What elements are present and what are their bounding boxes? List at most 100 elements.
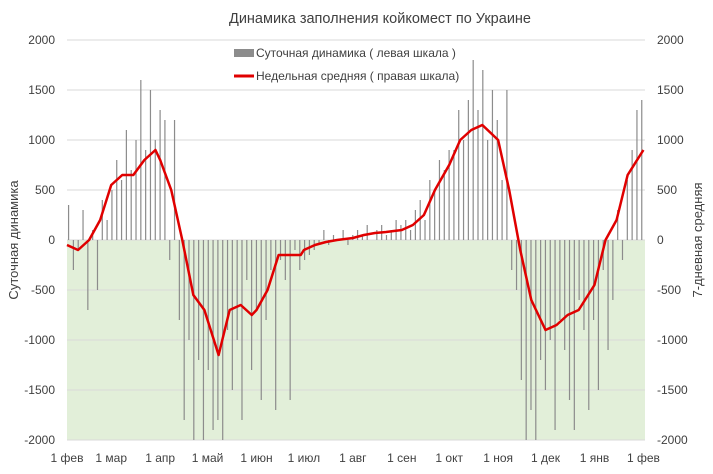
daily-bar: [149, 90, 152, 240]
daily-bar: [573, 240, 575, 430]
left-tick-label: -500: [31, 283, 55, 297]
daily-bar: [318, 240, 320, 245]
left-tick-label: 1000: [28, 133, 55, 147]
daily-bar: [462, 140, 465, 240]
daily-bar: [515, 240, 518, 290]
left-tick-label: -1500: [24, 383, 55, 397]
daily-bar: [120, 180, 123, 240]
daily-bar: [540, 240, 542, 360]
daily-bar: [260, 240, 262, 400]
daily-bar: [400, 225, 402, 240]
daily-bar: [617, 210, 619, 240]
x-axis-ticks: 1 фев 1 мар 1 апр 1 май 1 июн 1 июл 1 авг 1 сен…: [51, 451, 660, 465]
legend-bar-swatch: [234, 49, 254, 57]
daily-bar: [568, 240, 571, 400]
daily-bar: [482, 70, 484, 240]
left-tick-label: -2000: [24, 433, 55, 447]
daily-bar: [289, 240, 291, 400]
daily-bar: [169, 240, 171, 260]
daily-bar: [438, 160, 441, 240]
daily-bar: [231, 240, 233, 390]
right-tick-label: 1500: [657, 83, 684, 97]
daily-bar: [226, 240, 229, 330]
daily-bar: [159, 110, 161, 240]
daily-bar: [202, 240, 205, 440]
daily-bar: [101, 200, 103, 240]
daily-bar: [135, 140, 137, 240]
gridlines: [67, 39, 645, 441]
right-tick-label: 2000: [657, 33, 684, 47]
x-tick-label: 1 дек: [531, 451, 561, 465]
daily-bar: [385, 235, 388, 240]
left-tick-label: 500: [35, 183, 55, 197]
daily-bar: [501, 180, 503, 240]
left-tick-label: -1000: [24, 333, 55, 347]
left-axis-label: Суточная динамика: [6, 180, 21, 300]
daily-bar: [77, 240, 79, 250]
daily-bar: [347, 240, 349, 245]
daily-bar: [270, 240, 272, 270]
daily-bar: [106, 220, 108, 240]
daily-bar: [530, 240, 532, 410]
right-tick-label: -1500: [657, 383, 688, 397]
daily-bar: [578, 240, 580, 300]
daily-bar: [405, 220, 407, 240]
daily-bar: [641, 100, 643, 240]
daily-bar: [164, 120, 166, 240]
daily-bar: [275, 240, 277, 410]
daily-bar: [255, 240, 258, 310]
daily-bar: [284, 240, 286, 280]
daily-bar: [621, 240, 624, 260]
daily-bar: [332, 235, 335, 240]
daily-bar: [207, 240, 209, 370]
chart-title: Динамика заполнения койкомест по Украине: [229, 11, 531, 27]
daily-bar: [583, 240, 585, 330]
daily-bar: [535, 240, 537, 440]
daily-bar: [458, 110, 460, 240]
left-tick-label: 2000: [28, 33, 55, 47]
daily-bar: [376, 230, 378, 240]
right-tick-label: 0: [657, 233, 664, 247]
daily-bar: [597, 240, 600, 390]
daily-bar: [87, 240, 89, 310]
daily-bar: [236, 240, 238, 340]
daily-bar: [434, 190, 436, 240]
daily-bar: [323, 230, 325, 240]
daily-bar: [424, 220, 426, 240]
daily-bar: [251, 240, 253, 370]
x-tick-label: 1 окт: [435, 451, 463, 465]
daily-bar: [217, 240, 219, 420]
x-tick-label: 1 мар: [95, 451, 127, 465]
right-tick-label: -2000: [657, 433, 688, 447]
daily-bar: [116, 160, 118, 240]
daily-bar: [390, 230, 392, 240]
x-tick-label: 1 фев: [627, 451, 660, 465]
daily-bar: [520, 240, 522, 380]
daily-bar: [246, 240, 248, 280]
daily-bar: [130, 170, 132, 240]
x-tick-label: 1 июн: [240, 451, 272, 465]
daily-bar: [607, 240, 609, 350]
left-axis-ticks: 2000 1500 1000 500 0 -500 -1000 -1500 -2000: [24, 33, 55, 447]
daily-bar: [140, 80, 142, 240]
daily-bar: [356, 230, 359, 240]
right-tick-label: 500: [657, 183, 677, 197]
daily-bar: [173, 120, 176, 240]
right-tick-label: -1000: [657, 333, 688, 347]
daily-bar: [125, 130, 127, 240]
daily-bar: [111, 190, 113, 240]
x-tick-label: 1 сен: [387, 451, 416, 465]
daily-bar: [198, 240, 200, 360]
daily-bar: [496, 120, 498, 240]
daily-bar: [67, 205, 70, 240]
legend-bar-label: Суточная динамика ( левая шкала ): [256, 46, 456, 60]
daily-bar: [361, 235, 363, 240]
daily-bar: [183, 240, 185, 420]
daily-bar: [472, 60, 474, 240]
daily-bar: [188, 240, 190, 340]
daily-bar: [429, 180, 431, 240]
x-tick-label: 1 ноя: [483, 451, 513, 465]
daily-bar: [636, 110, 638, 240]
